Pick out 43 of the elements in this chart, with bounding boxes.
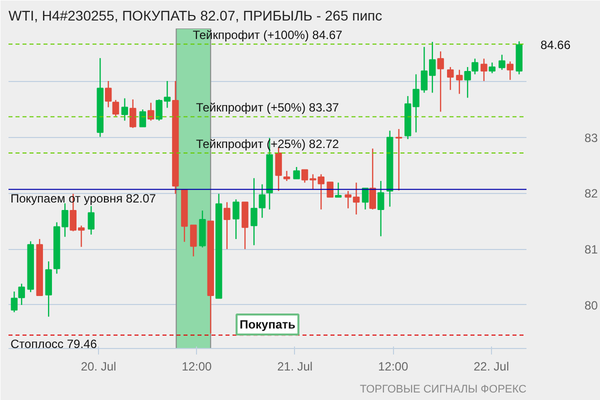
candlestick [437,50,444,112]
candlestick [456,69,463,94]
candlestick [498,54,506,70]
candlestick [139,108,146,128]
y-tick-label: 80 [584,298,598,312]
y-tick-label: 83 [584,130,598,145]
candlestick [232,198,240,240]
candlestick [190,224,197,257]
candlestick [112,99,120,117]
x-tick-label: 21. Jul [277,360,313,374]
candlestick [293,166,300,180]
x-tick-label: 22. Jul [474,360,509,374]
candlestick [506,60,514,80]
ref-line-label: Тейкпрофит (+50%) 83.37 [196,100,340,115]
candlestick [121,98,128,122]
candlestick [362,188,369,210]
x-tick-label: 12:00 [378,360,408,374]
candlestick [369,148,376,210]
candlestick [148,102,154,122]
candlestick [104,80,112,108]
candlestick [447,66,454,91]
candlestick [488,62,496,74]
ref-line-label: Стоплосс 79.46 [10,337,98,352]
x-tick-label: 12:00 [182,360,212,374]
text: ТОРГОВЫЕ СИГНАЛЫ ФОРЕКС [360,384,527,396]
annotation: 84.66 [540,38,571,52]
candlestick [377,180,384,237]
annotation: Покупать [240,318,296,332]
candlestick [88,205,95,236]
candlestick [334,182,342,198]
candlestick [250,178,258,246]
y-tick-label: 82 [584,186,598,201]
candlestick [395,128,402,192]
candlestick [258,184,266,218]
candlestick [480,58,488,82]
candlestick [326,182,334,198]
ref-line-label: Тейкпрофит (+100%) 84.67 [192,28,343,42]
y-tick-label: 81 [584,242,598,257]
candlestick [130,98,136,129]
chart-title: WTI, H4#230255, ПОКУПАТЬ 82.07, ПРИБЫЛЬ - 265 пипс [8,8,382,24]
x-tick-label: 20. Jul [80,360,116,374]
candlestick [283,170,290,182]
candlestick [224,202,230,250]
